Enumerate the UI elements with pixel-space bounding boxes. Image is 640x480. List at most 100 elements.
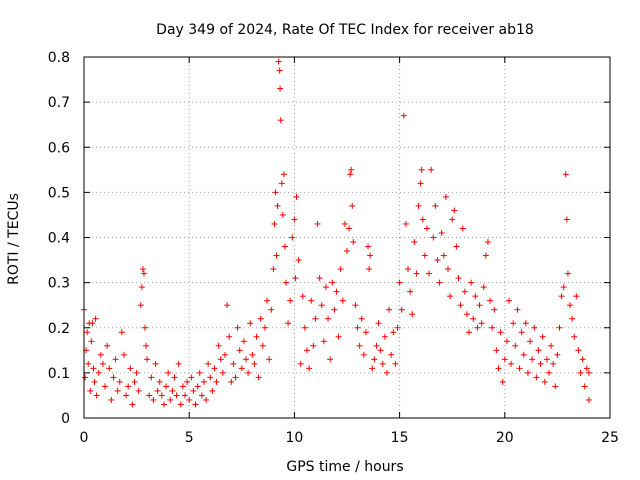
data-point (585, 369, 592, 376)
data-point (266, 356, 273, 363)
data-point (106, 365, 113, 372)
data-point (163, 383, 170, 390)
data-point (390, 329, 397, 336)
data-point (537, 360, 544, 367)
y-tick-label: 0.2 (48, 321, 70, 337)
data-point (308, 297, 315, 304)
data-point (463, 311, 470, 318)
data-point (503, 338, 510, 345)
data-point (280, 171, 287, 178)
data-point (522, 320, 529, 327)
data-point (444, 266, 451, 273)
data-point (312, 315, 319, 322)
data-point (123, 392, 130, 399)
y-tick-label: 0.6 (48, 140, 70, 156)
data-point (329, 279, 336, 286)
data-point (273, 252, 280, 259)
data-point (514, 306, 521, 313)
data-point (402, 220, 409, 227)
data-point (249, 351, 256, 358)
data-point (192, 401, 199, 408)
data-point (198, 392, 205, 399)
data-point (200, 378, 207, 385)
data-point (285, 320, 292, 327)
data-point (354, 324, 361, 331)
data-point (144, 356, 151, 363)
data-point (146, 392, 153, 399)
data-point (472, 293, 479, 300)
data-point (415, 202, 422, 209)
data-point (188, 374, 195, 381)
data-point (207, 374, 214, 381)
data-point (434, 257, 441, 264)
data-point (379, 360, 386, 367)
data-point (277, 85, 284, 92)
data-point (585, 396, 592, 403)
data-point (474, 324, 481, 331)
data-point (377, 347, 384, 354)
data-point (333, 288, 340, 295)
x-tick-label: 15 (391, 430, 409, 446)
data-point (344, 248, 350, 255)
data-point (518, 329, 525, 336)
data-point (165, 369, 172, 376)
y-tick-label: 0.1 (48, 366, 70, 382)
data-point (470, 315, 477, 322)
data-point (209, 387, 216, 394)
data-point (226, 333, 233, 340)
data-point (158, 392, 165, 399)
data-point (476, 302, 483, 309)
data-point (127, 365, 134, 372)
data-point (583, 365, 590, 372)
data-point (556, 324, 563, 331)
data-point (156, 378, 163, 385)
data-point (152, 360, 159, 367)
data-point (281, 243, 288, 250)
data-point (116, 378, 123, 385)
data-point (347, 171, 354, 178)
data-point (430, 234, 437, 241)
data-point (373, 342, 380, 349)
data-point (440, 252, 447, 259)
data-point (341, 220, 348, 227)
data-point (562, 171, 569, 178)
data-point (255, 374, 262, 381)
data-point (349, 202, 356, 209)
data-point (243, 356, 250, 363)
data-point (409, 311, 416, 318)
data-point (259, 342, 266, 349)
data-point (230, 360, 237, 367)
grid-layer (84, 57, 610, 418)
data-point (554, 351, 561, 358)
data-point (215, 342, 222, 349)
data-point (451, 207, 458, 214)
data-point (478, 320, 485, 327)
data-point (306, 365, 313, 372)
data-point (421, 252, 428, 259)
data-point (135, 387, 142, 394)
plot-frame (83, 56, 611, 419)
data-point (88, 338, 95, 345)
data-point (277, 117, 284, 124)
data-point (482, 252, 489, 259)
data-point (279, 211, 286, 218)
data-point (398, 306, 405, 313)
data-point (407, 288, 414, 295)
data-point (150, 396, 157, 403)
data-point (318, 302, 325, 309)
data-point (299, 293, 306, 300)
data-point (417, 180, 424, 187)
data-point (190, 387, 197, 394)
data-point (143, 342, 150, 349)
data-point (148, 374, 155, 381)
data-point (253, 333, 260, 340)
data-point (506, 297, 513, 304)
data-point (499, 378, 506, 385)
data-point (573, 293, 580, 300)
data-point (112, 356, 119, 363)
data-point (491, 306, 498, 313)
data-point (177, 401, 184, 408)
y-tick-label: 0.7 (48, 95, 70, 111)
data-point (527, 338, 534, 345)
data-point (104, 342, 111, 349)
